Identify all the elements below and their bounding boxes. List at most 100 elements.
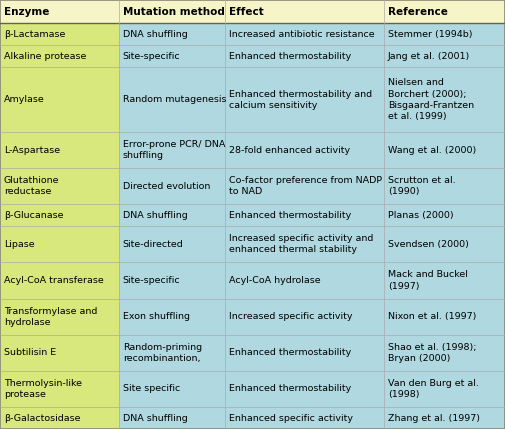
Bar (225, 204, 384, 226)
Bar (384, 371, 505, 407)
Bar (119, 67, 225, 132)
Bar (0, 204, 119, 226)
Text: Nielsen and
Borchert (2000);
Bisgaard-Frantzen
et al. (1999): Nielsen and Borchert (2000); Bisgaard-Fr… (388, 79, 474, 121)
Bar (384, 168, 505, 204)
Text: Svendsen (2000): Svendsen (2000) (388, 240, 469, 249)
Text: Random-priming
recombinantion,: Random-priming recombinantion, (123, 343, 202, 363)
Bar (225, 24, 384, 45)
Bar (0, 168, 119, 204)
Text: 28-fold enhanced activity: 28-fold enhanced activity (229, 145, 350, 154)
Text: β-Glucanase: β-Glucanase (4, 211, 64, 220)
Bar (384, 335, 505, 371)
Bar (384, 132, 505, 168)
Text: DNA shuffling: DNA shuffling (123, 211, 187, 220)
Bar (0, 407, 119, 429)
Bar (225, 132, 384, 168)
Bar (225, 45, 384, 67)
Bar (119, 299, 225, 335)
Bar (119, 371, 225, 407)
Text: Directed evolution: Directed evolution (123, 181, 210, 190)
Bar (384, 407, 505, 429)
Bar (225, 168, 384, 204)
Bar (225, 371, 384, 407)
Text: Enhanced specific activity: Enhanced specific activity (229, 414, 352, 423)
Bar (0, 0, 119, 24)
Bar (0, 45, 119, 67)
Text: Co-factor preference from NADP
to NAD: Co-factor preference from NADP to NAD (229, 176, 382, 196)
Bar (384, 67, 505, 132)
Text: Enhanced thermostability and
calcium sensitivity: Enhanced thermostability and calcium sen… (229, 90, 372, 110)
Text: Subtilisin E: Subtilisin E (4, 348, 56, 357)
Bar (0, 299, 119, 335)
Text: Acyl-CoA hydrolase: Acyl-CoA hydrolase (229, 276, 320, 285)
Bar (384, 24, 505, 45)
Text: Alkaline protease: Alkaline protease (4, 52, 86, 61)
Text: Enhanced thermostability: Enhanced thermostability (229, 348, 351, 357)
Text: Effect: Effect (229, 7, 264, 17)
Bar (225, 335, 384, 371)
Bar (384, 299, 505, 335)
Bar (119, 226, 225, 263)
Bar (384, 226, 505, 263)
Text: DNA shuffling: DNA shuffling (123, 414, 187, 423)
Text: Acyl-CoA transferase: Acyl-CoA transferase (4, 276, 104, 285)
Text: Glutathione
reductase: Glutathione reductase (4, 176, 60, 196)
Bar (225, 67, 384, 132)
Text: β-Galactosidase: β-Galactosidase (4, 414, 80, 423)
Text: β-Lactamase: β-Lactamase (4, 30, 65, 39)
Bar (0, 371, 119, 407)
Bar (225, 226, 384, 263)
Bar (384, 204, 505, 226)
Bar (0, 67, 119, 132)
Text: Van den Burg et al.
(1998): Van den Burg et al. (1998) (388, 379, 479, 399)
Text: Error-prone PCR/ DNA
shuffling: Error-prone PCR/ DNA shuffling (123, 140, 225, 160)
Bar (0, 335, 119, 371)
Bar (384, 45, 505, 67)
Text: Increased antibiotic resistance: Increased antibiotic resistance (229, 30, 374, 39)
Bar (119, 335, 225, 371)
Text: Zhang et al. (1997): Zhang et al. (1997) (388, 414, 480, 423)
Text: Enhanced thermostability: Enhanced thermostability (229, 211, 351, 220)
Bar (225, 0, 384, 24)
Text: Nixon et al. (1997): Nixon et al. (1997) (388, 312, 476, 321)
Bar (384, 0, 505, 24)
Text: Site specific: Site specific (123, 384, 180, 393)
Text: Site-directed: Site-directed (123, 240, 183, 249)
Text: Enhanced thermostability: Enhanced thermostability (229, 52, 351, 61)
Text: Shao et al. (1998);
Bryan (2000): Shao et al. (1998); Bryan (2000) (388, 343, 476, 363)
Bar (0, 226, 119, 263)
Bar (119, 204, 225, 226)
Bar (119, 263, 225, 299)
Text: DNA shuffling: DNA shuffling (123, 30, 187, 39)
Bar (384, 263, 505, 299)
Text: Enzyme: Enzyme (4, 7, 49, 17)
Bar (225, 263, 384, 299)
Bar (119, 45, 225, 67)
Text: Lipase: Lipase (4, 240, 35, 249)
Text: Wang et al. (2000): Wang et al. (2000) (388, 145, 476, 154)
Text: Increased specific activity: Increased specific activity (229, 312, 352, 321)
Bar (119, 407, 225, 429)
Bar (225, 299, 384, 335)
Text: Mack and Buckel
(1997): Mack and Buckel (1997) (388, 270, 468, 290)
Bar (0, 263, 119, 299)
Bar (0, 132, 119, 168)
Text: L-Aspartase: L-Aspartase (4, 145, 60, 154)
Bar (119, 0, 225, 24)
Text: Enhanced thermostability: Enhanced thermostability (229, 384, 351, 393)
Text: Exon shuffling: Exon shuffling (123, 312, 190, 321)
Text: Thermolysin-like
protease: Thermolysin-like protease (4, 379, 82, 399)
Text: Mutation method: Mutation method (123, 7, 225, 17)
Text: Reference: Reference (388, 7, 447, 17)
Bar (119, 132, 225, 168)
Text: Site-specific: Site-specific (123, 52, 180, 61)
Bar (119, 24, 225, 45)
Text: Amylase: Amylase (4, 95, 45, 104)
Bar (225, 407, 384, 429)
Text: Random mutagenesis: Random mutagenesis (123, 95, 226, 104)
Text: Increased specific activity and
enhanced thermal stability: Increased specific activity and enhanced… (229, 234, 373, 254)
Text: Transformylase and
hydrolase: Transformylase and hydrolase (4, 307, 97, 326)
Text: Jang et al. (2001): Jang et al. (2001) (388, 52, 470, 61)
Text: Site-specific: Site-specific (123, 276, 180, 285)
Bar (119, 168, 225, 204)
